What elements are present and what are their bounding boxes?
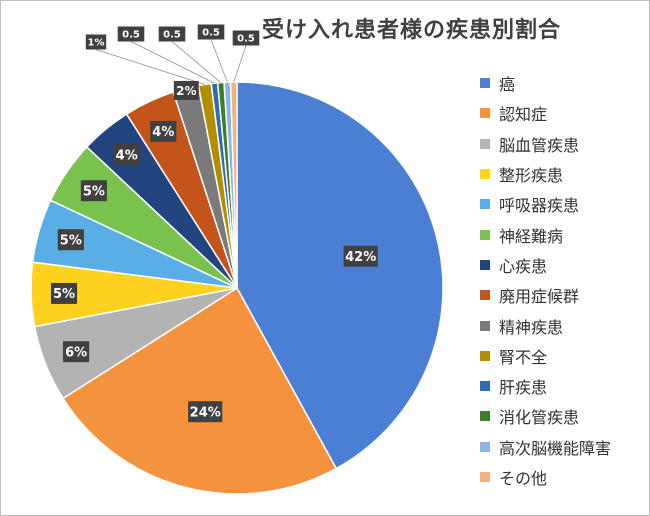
legend-label: 高次脳機能障害 [499, 438, 612, 458]
leader-line-10 [95, 49, 205, 86]
leader-line-13 [210, 39, 228, 83]
legend-item-7: 心疾患 [480, 250, 645, 280]
legend-swatch [480, 411, 490, 422]
data-label-box-5 [57, 229, 84, 251]
data-label-4: 5% [53, 287, 75, 302]
pie-slice-14 [229, 81, 238, 289]
data-label-6: 5% [83, 184, 105, 199]
data-label-box-2 [188, 401, 223, 423]
data-label-3: 6% [65, 345, 87, 360]
pie-slice-1 [236, 81, 444, 470]
data-label-box-1 [343, 245, 378, 267]
legend-item-12: 消化管疾患 [480, 401, 645, 431]
legend-swatch [480, 108, 490, 119]
legend-label: 心疾患 [499, 256, 548, 276]
data-label-box-10 [85, 34, 107, 50]
data-label-11: 0.5 [122, 30, 140, 41]
legend-item-11: 肝疾患 [480, 371, 645, 401]
legend-swatch [480, 169, 490, 180]
legend-label: 癌 [499, 75, 516, 95]
leader-line-14 [233, 45, 247, 83]
data-label-box-7 [113, 144, 140, 166]
legend-label: 腎不全 [499, 347, 548, 367]
data-label-box-8 [150, 120, 177, 142]
legend-swatch [480, 138, 490, 149]
chart-title: 受け入れ患者様の疾患別割合 [262, 18, 562, 43]
data-label-7: 4% [116, 148, 138, 163]
legend-swatch [480, 229, 490, 240]
leader-line-12 [171, 41, 222, 84]
data-label-8: 4% [152, 125, 174, 140]
legend-label: 肝疾患 [499, 378, 548, 398]
data-label-box-14 [232, 30, 260, 46]
legend-item-6: 神経難病 [480, 219, 645, 249]
legend-item-5: 呼吸器疾患 [480, 189, 645, 219]
leader-lines [95, 39, 247, 86]
data-label-box-9 [173, 80, 199, 100]
legend-swatch [480, 290, 490, 301]
data-label-10: 1% [88, 38, 105, 49]
legend-item-14: その他 [480, 462, 645, 492]
leader-line-11 [130, 41, 215, 84]
data-label-box-6 [80, 180, 107, 202]
data-label-13: 0.5 [202, 28, 220, 39]
legend-swatch [480, 259, 490, 270]
legend-label: その他 [499, 469, 548, 488]
pie-slice-2 [62, 286, 338, 495]
legend-item-1: 癌 [480, 68, 645, 98]
legend-label: 脳血管疾患 [499, 135, 580, 155]
legend-label: 精神疾患 [499, 317, 564, 337]
legend-swatch [480, 199, 490, 210]
legend-item-8: 廃用症候群 [480, 280, 645, 310]
legend-item-10: 腎不全 [480, 341, 645, 371]
data-label-box-12 [158, 26, 186, 42]
data-label-box-3 [63, 341, 90, 363]
legend-swatch [480, 78, 490, 89]
legend-item-2: 認知症 [480, 98, 645, 128]
data-label-box-4 [50, 282, 78, 304]
legend-label: 呼吸器疾患 [499, 196, 580, 216]
legend-label: 消化管疾患 [499, 408, 580, 428]
legend: 癌認知症脳血管疾患整形疾患呼吸器疾患神経難病心疾患廃用症候群精神疾患腎不全肝疾患… [480, 68, 645, 492]
data-label-box-11 [117, 26, 145, 42]
data-labels: 42% 24% 6% 5% 5% 5% 4% 4% 2% 1% 0.5 0.5 0.5 0.5 [50, 24, 378, 423]
legend-swatch [480, 441, 490, 452]
data-label-12: 0.5 [163, 30, 181, 41]
data-label-5: 5% [60, 233, 82, 248]
legend-swatch [480, 350, 490, 361]
legend-swatch [480, 320, 490, 331]
legend-swatch [480, 381, 490, 392]
data-label-14: 0.5 [237, 34, 255, 45]
legend-item-9: 精神疾患 [480, 310, 645, 340]
legend-item-3: 脳血管疾患 [480, 129, 645, 159]
legend-label: 整形疾患 [499, 166, 564, 186]
legend-swatch [480, 472, 490, 482]
legend-item-13: 高次脳機能障害 [480, 432, 645, 462]
legend-label: 神経難病 [499, 226, 564, 246]
data-label-box-13 [197, 24, 225, 40]
data-label-2: 24% [190, 405, 221, 420]
legend-item-4: 整形疾患 [480, 159, 645, 189]
legend-label: 廃用症候群 [499, 287, 580, 307]
data-label-1: 42% [345, 250, 376, 265]
pie-slices [30, 81, 444, 495]
legend-label: 認知症 [499, 105, 548, 125]
data-label-9: 2% [176, 84, 196, 98]
